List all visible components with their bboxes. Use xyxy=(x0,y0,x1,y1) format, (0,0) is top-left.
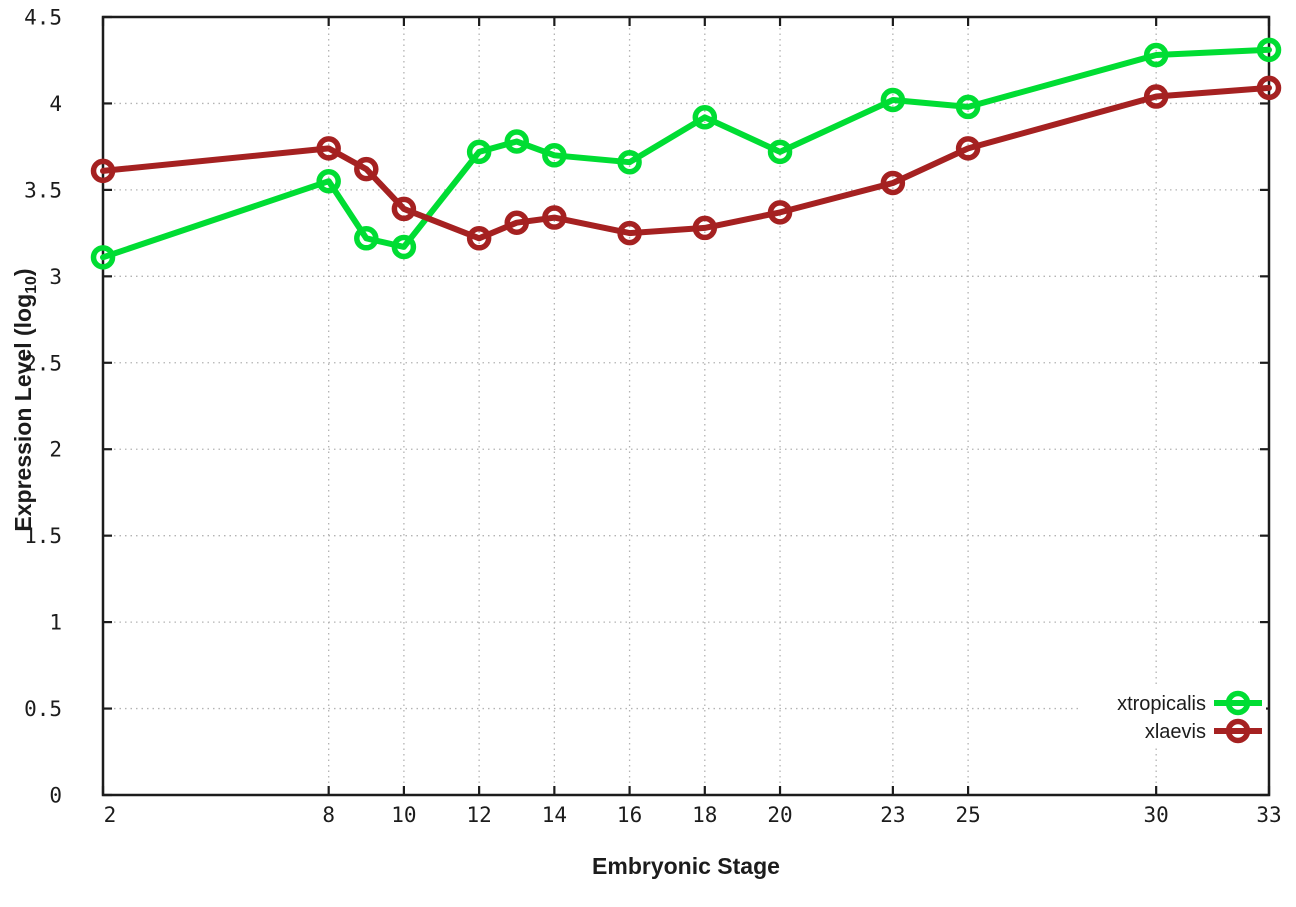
y-tick-label: 3 xyxy=(49,265,62,289)
x-tick-label: 12 xyxy=(466,803,491,827)
series-xtropicalis-marker xyxy=(955,94,981,120)
y-tick-label: 4.5 xyxy=(24,6,62,30)
series-xtropicalis-line xyxy=(100,46,1272,261)
series-xlaevis-marker xyxy=(880,170,906,196)
y-tick-label: 2 xyxy=(49,438,62,462)
series-xlaevis-marker xyxy=(617,220,642,246)
x-tick-label: 16 xyxy=(617,803,642,827)
y-axis-title: Expression Level (log10) xyxy=(10,268,40,531)
x-tick-label: 8 xyxy=(322,803,335,827)
x-axis-title: Embryonic Stage xyxy=(592,853,780,879)
x-tick-label: 23 xyxy=(880,803,905,827)
series-xlaevis-marker xyxy=(767,200,793,225)
series-xtropicalis-marker xyxy=(504,129,529,154)
legend-marker xyxy=(1225,718,1251,744)
y-tick-label: 0 xyxy=(49,784,62,808)
series-xtropicalis-marker xyxy=(90,245,116,270)
y-tick-label: 1.5 xyxy=(24,524,62,548)
legend-label: xtropicalis xyxy=(1117,693,1206,715)
y-tick-label: 0.5 xyxy=(24,697,62,721)
series-xtropicalis-marker xyxy=(1143,42,1169,68)
x-tick-label: 18 xyxy=(692,803,717,827)
series-xtropicalis-marker xyxy=(880,87,906,113)
series-xlaevis-marker xyxy=(466,226,492,251)
x-tick-label: 20 xyxy=(767,803,792,827)
series-xtropicalis xyxy=(90,37,1282,270)
series-xlaevis-marker xyxy=(955,136,981,161)
series-xlaevis-marker xyxy=(1256,75,1282,101)
y-tick-labels: 0 0.5 1 1.5 2 2.5 3 3.5 4 4.5 xyxy=(24,6,62,808)
x-tick-label: 14 xyxy=(542,803,567,827)
series-xtropicalis-marker xyxy=(617,149,642,175)
x-tick-labels: 2 8 10 12 14 16 18 20 23 25 30 33 xyxy=(104,803,1282,827)
legend: xtropicalis xlaevis xyxy=(1080,685,1266,748)
legend-item-xtropicalis: xtropicalis xyxy=(1117,690,1262,716)
series-xlaevis-marker xyxy=(316,136,341,161)
plot-border xyxy=(101,15,1271,797)
series-xtropicalis-marker xyxy=(542,143,567,168)
y-tick-label: 3.5 xyxy=(24,178,62,202)
series-xtropicalis-marker xyxy=(316,168,341,194)
x-tick-label: 10 xyxy=(391,803,416,827)
series-xtropicalis-marker xyxy=(1256,37,1282,63)
series-xtropicalis-marker xyxy=(391,234,417,260)
legend-item-xlaevis: xlaevis xyxy=(1145,718,1262,744)
legend-label: xlaevis xyxy=(1145,721,1206,743)
series-xlaevis-marker xyxy=(90,158,116,184)
series-xtropicalis-marker xyxy=(767,139,793,165)
x-tick-label: 2 xyxy=(104,803,117,827)
series-xtropicalis-marker xyxy=(354,226,379,251)
tick-marks xyxy=(101,15,1271,797)
y-tick-label: 4 xyxy=(49,92,62,116)
series-xlaevis-marker xyxy=(354,156,379,182)
series-xtropicalis-marker xyxy=(692,105,718,130)
x-tick-label: 30 xyxy=(1144,803,1169,827)
series-xtropicalis-marker xyxy=(466,139,492,165)
series-xlaevis-marker xyxy=(542,205,567,230)
y-tick-label: 1 xyxy=(49,611,62,635)
series-xlaevis-marker xyxy=(391,196,417,222)
x-tick-label: 33 xyxy=(1256,803,1281,827)
legend-marker xyxy=(1225,690,1251,716)
series-xlaevis-marker xyxy=(504,210,529,235)
y-tick-label: 2.5 xyxy=(24,351,62,375)
x-tick-label: 25 xyxy=(955,803,980,827)
series-xlaevis-marker xyxy=(692,215,718,241)
series-xlaevis xyxy=(90,75,1282,251)
series-xlaevis-marker xyxy=(1143,84,1169,109)
